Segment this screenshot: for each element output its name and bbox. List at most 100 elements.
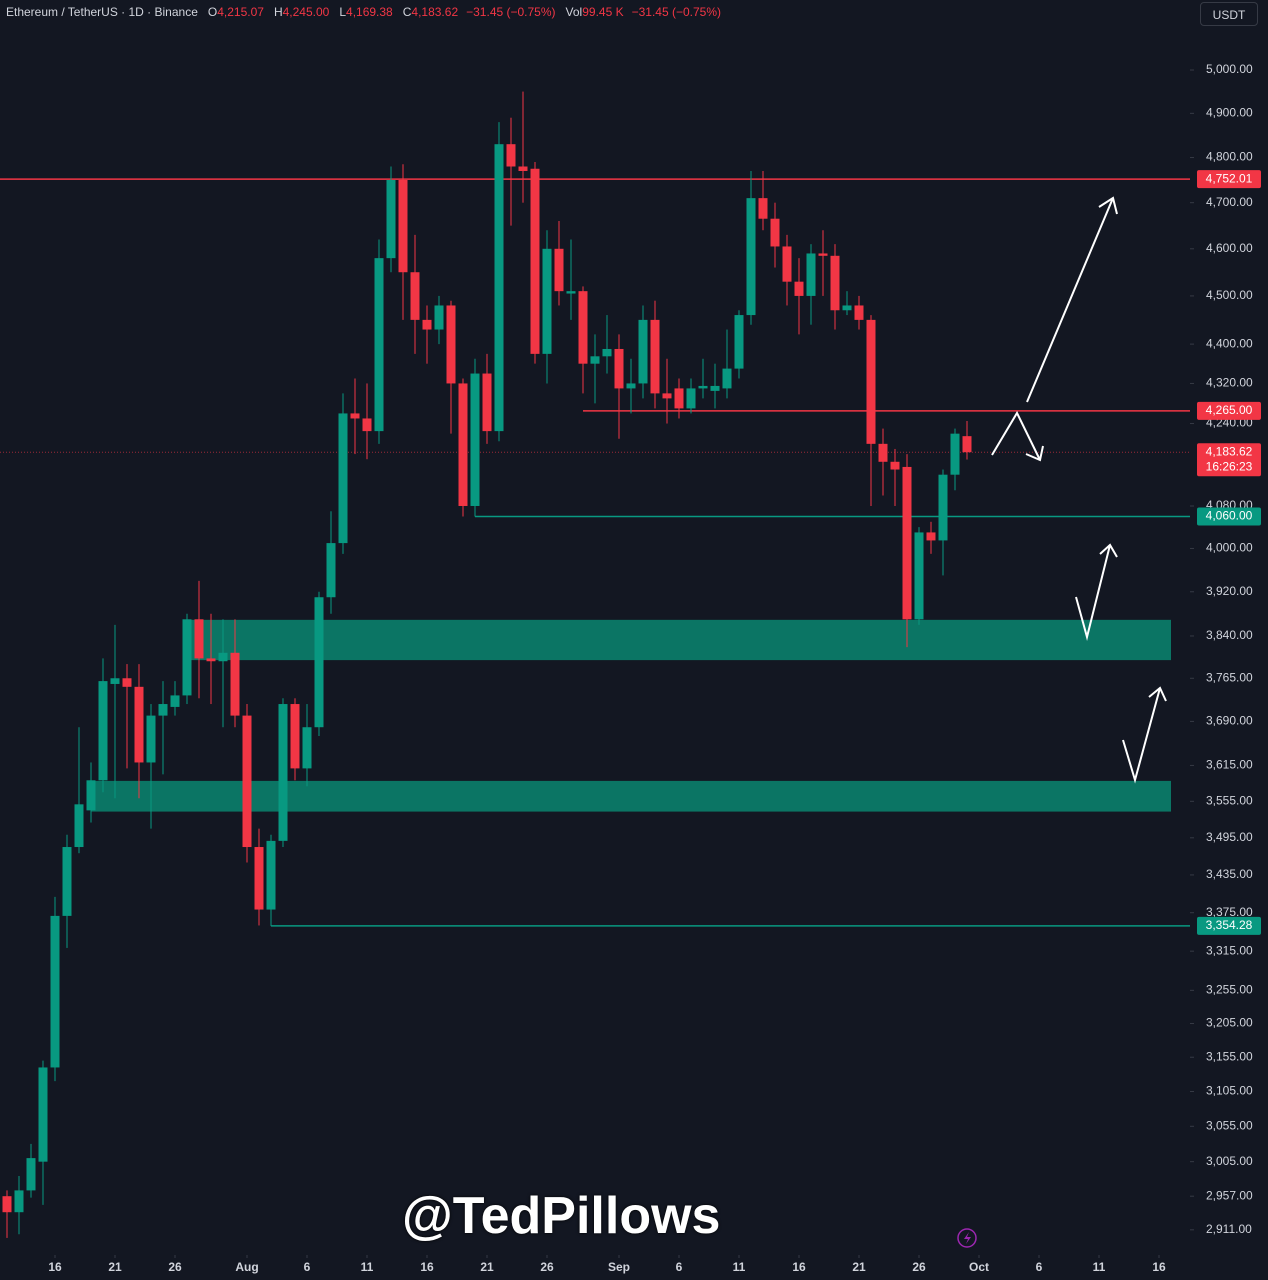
- level-label: 4,752.01: [1206, 171, 1253, 185]
- candle-body: [830, 255, 840, 311]
- candle-body: [698, 385, 708, 389]
- y-tick-label: 3,375.00: [1206, 905, 1253, 919]
- candle-body: [122, 678, 132, 687]
- watermark: @TedPillows: [402, 1187, 721, 1245]
- y-tick-label: 3,765.00: [1206, 670, 1253, 684]
- y-tick-label: 3,005.00: [1206, 1154, 1253, 1168]
- y-tick-label: 4,000.00: [1206, 541, 1253, 555]
- y-tick-label: 3,615.00: [1206, 758, 1253, 772]
- y-tick-label: 3,155.00: [1206, 1049, 1253, 1063]
- x-tick-label: 6: [304, 1260, 311, 1274]
- field-value: −31.45 (−0.75%): [631, 5, 721, 19]
- candle-body: [386, 179, 396, 259]
- level-label: 3,354.28: [1206, 918, 1253, 932]
- candle-body: [614, 348, 624, 389]
- field-value: 4,183.62: [411, 5, 459, 19]
- candle-body: [314, 597, 324, 728]
- candle-body: [686, 388, 696, 409]
- candle-body: [770, 218, 780, 247]
- candle-body: [422, 319, 432, 330]
- x-tick-label: 26: [168, 1260, 182, 1274]
- field-value: −31.45 (−0.75%): [466, 5, 556, 19]
- field-value: 4,215.07: [217, 5, 264, 19]
- candle-body: [2, 1196, 12, 1213]
- y-tick-label: 4,800.00: [1206, 150, 1253, 164]
- candle-body: [278, 704, 288, 841]
- arrow: [1026, 197, 1114, 403]
- candle-body: [914, 532, 924, 620]
- x-tick-label: 16: [48, 1260, 62, 1274]
- candle-body: [206, 658, 216, 662]
- candle-body: [134, 686, 144, 763]
- candle-body: [470, 373, 480, 506]
- x-tick-label: 16: [1152, 1260, 1166, 1274]
- candle-body: [638, 319, 648, 384]
- candle-body: [518, 166, 528, 171]
- level-label-bg: [1197, 170, 1261, 189]
- candle-body: [902, 466, 912, 620]
- candle-body: [302, 727, 312, 769]
- candle-body: [554, 248, 564, 292]
- y-tick-label: 4,500.00: [1206, 288, 1253, 302]
- arrow: [991, 410, 1041, 461]
- y-tick-label: 4,700.00: [1206, 195, 1253, 209]
- y-tick-label: 4,600.00: [1206, 241, 1253, 255]
- y-tick-label: 3,205.00: [1206, 1016, 1253, 1030]
- candle-body: [566, 291, 576, 294]
- last-price-bg: [1197, 443, 1261, 477]
- candle-body: [446, 305, 456, 384]
- field-label: H: [273, 5, 283, 19]
- candle-body: [338, 413, 348, 544]
- candle-body: [530, 168, 540, 354]
- candle-body: [14, 1190, 24, 1213]
- field-label: C: [402, 5, 412, 19]
- candle-body: [86, 780, 96, 811]
- candle-body: [110, 678, 120, 684]
- support-zone: [90, 780, 1172, 812]
- candle-body: [782, 246, 792, 282]
- candle-body: [290, 704, 300, 769]
- candle-body: [746, 198, 756, 316]
- candle-body: [362, 418, 372, 432]
- field-label: L: [339, 5, 347, 19]
- candle-body: [494, 144, 504, 432]
- x-tick-label: 26: [540, 1260, 554, 1274]
- candle-body: [458, 383, 468, 506]
- candle-body: [818, 253, 828, 256]
- candle-body: [218, 652, 228, 662]
- annotation-arrows: [991, 196, 1167, 784]
- x-tick-label: 11: [733, 1260, 746, 1274]
- x-tick-label: 26: [912, 1260, 926, 1274]
- candle-body: [158, 704, 168, 716]
- countdown-label: 16:26:23: [1206, 459, 1253, 473]
- legend-header: Ethereum / TetherUS · 1D · Binance O4,215…: [6, 5, 729, 19]
- candle-body: [350, 413, 360, 419]
- y-tick-label: 2,957.00: [1206, 1188, 1253, 1202]
- symbol-title: Ethereum / TetherUS · 1D · Binance: [6, 5, 198, 19]
- arrow: [1122, 687, 1161, 784]
- currency-button[interactable]: USDT: [1200, 2, 1258, 26]
- lightning-icon[interactable]: [957, 1228, 977, 1248]
- candle-body: [62, 847, 72, 916]
- candle-body: [926, 532, 936, 541]
- candle-body: [650, 319, 660, 394]
- x-tick-label: 16: [420, 1260, 434, 1274]
- y-tick-label: 3,840.00: [1206, 628, 1253, 642]
- x-tick-label: 21: [852, 1260, 866, 1274]
- candle-body: [374, 258, 384, 432]
- candle-body: [734, 315, 744, 369]
- candle-body: [662, 393, 672, 399]
- candle-body: [842, 305, 852, 311]
- x-tick-label: 6: [676, 1260, 683, 1274]
- candle-body: [542, 248, 552, 354]
- candle-body: [602, 348, 612, 357]
- candle-body: [398, 179, 408, 273]
- y-tick-label: 3,435.00: [1206, 867, 1253, 881]
- field-label: O: [207, 5, 218, 19]
- candle-body: [98, 681, 108, 781]
- field-value: 99.45 K: [582, 5, 624, 19]
- x-tick-label: 11: [1093, 1260, 1106, 1274]
- candle-body: [890, 461, 900, 470]
